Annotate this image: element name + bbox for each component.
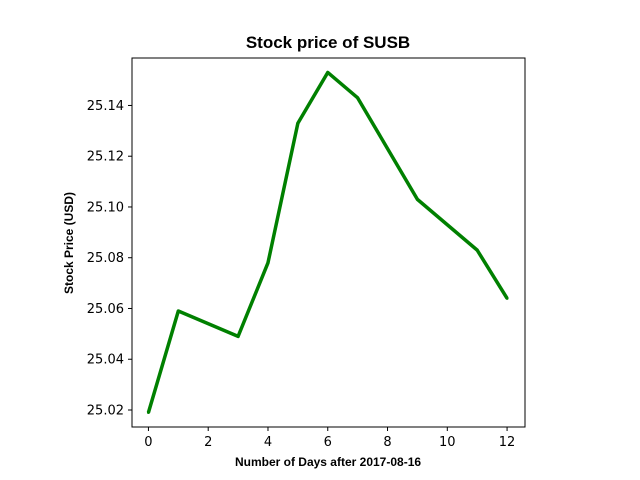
x-axis: 0 2 4 6 8 10 12 xyxy=(144,427,515,450)
data-point xyxy=(266,261,270,265)
y-axis-label: Stock Price (USD) xyxy=(62,192,76,294)
y-tick-label: 25.14 xyxy=(87,99,124,114)
y-tick-label: 25.02 xyxy=(87,403,124,418)
y-tick-label: 25.12 xyxy=(87,150,124,165)
data-point xyxy=(146,411,150,415)
data-point xyxy=(326,70,330,74)
price-line xyxy=(146,70,509,414)
x-tick-label: 8 xyxy=(383,435,391,450)
x-tick-label: 0 xyxy=(144,435,152,450)
x-tick-label: 4 xyxy=(264,435,272,450)
y-tick-label: 25.08 xyxy=(87,251,124,266)
x-tick-label: 10 xyxy=(439,435,456,450)
data-point xyxy=(176,309,180,313)
x-axis-label: Number of Days after 2017-08-16 xyxy=(235,455,421,469)
x-tick-label: 12 xyxy=(499,435,516,450)
data-point xyxy=(475,248,479,252)
chart-title: Stock price of SUSB xyxy=(246,33,410,52)
y-tick-label: 25.06 xyxy=(87,302,124,317)
x-tick-label: 2 xyxy=(204,435,212,450)
y-tick-label: 25.04 xyxy=(87,353,124,368)
y-tick-label: 25.10 xyxy=(87,200,124,215)
y-axis: 25.02 25.04 25.06 25.08 25.10 25.12 25.14 xyxy=(87,99,132,418)
series-layer xyxy=(146,70,509,415)
data-point xyxy=(236,334,240,338)
plot-area xyxy=(131,57,526,428)
data-point xyxy=(356,96,360,100)
data-point xyxy=(296,121,300,125)
data-point xyxy=(415,197,419,201)
data-point xyxy=(505,296,509,300)
x-tick-label: 6 xyxy=(324,435,332,450)
